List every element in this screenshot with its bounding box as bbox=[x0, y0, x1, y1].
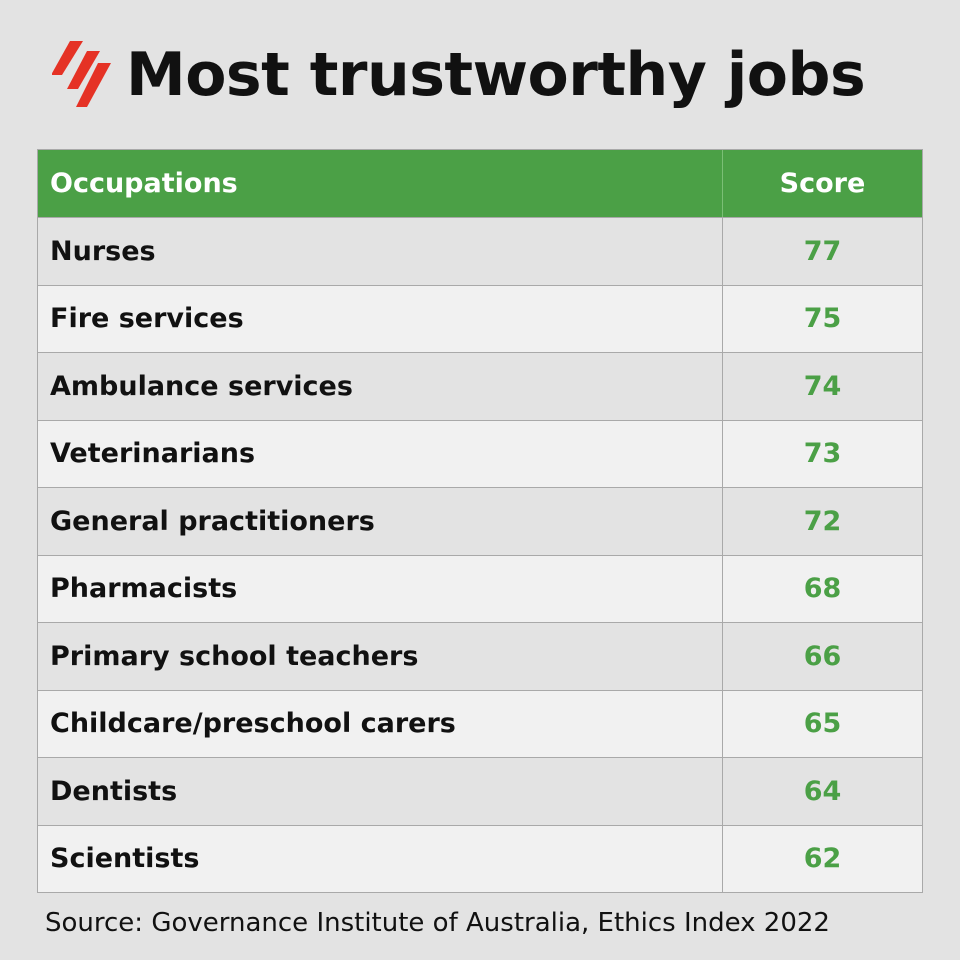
score-cell: 65 bbox=[803, 708, 842, 740]
table-row: Fire services 75 bbox=[38, 284, 922, 352]
score-cell: 64 bbox=[803, 775, 842, 807]
score-cell: 66 bbox=[803, 640, 842, 672]
occupation-cell: Fire services bbox=[38, 285, 723, 352]
occupation-cell: Nurses bbox=[38, 218, 723, 285]
occupation-cell: Dentists bbox=[38, 758, 723, 825]
score-cell: 75 bbox=[803, 303, 842, 335]
table-row: Nurses 77 bbox=[38, 217, 922, 285]
trust-table: Occupations Score Nurses 77 Fire services 7… bbox=[37, 149, 923, 893]
score-cell: 68 bbox=[803, 573, 842, 605]
occupation-cell: Pharmacists bbox=[38, 555, 723, 622]
score-cell: 77 bbox=[803, 235, 842, 267]
header-occupations: Occupations bbox=[38, 150, 723, 217]
source-note: Source: Governance Institute of Australi… bbox=[45, 908, 830, 938]
score-cell: 73 bbox=[803, 438, 842, 470]
header: Most trustworthy jobs bbox=[52, 30, 866, 120]
table-row: Veterinarians 73 bbox=[38, 419, 922, 487]
score-cell: 62 bbox=[803, 843, 842, 875]
occupation-cell: General practitioners bbox=[38, 488, 723, 555]
table-body: Nurses 77 Fire services 75 Ambulance service… bbox=[38, 217, 922, 892]
occupation-cell: Ambulance services bbox=[38, 353, 723, 420]
table-row: Primary school teachers 66 bbox=[38, 622, 922, 690]
occupation-cell: Primary school teachers bbox=[38, 623, 723, 690]
score-cell: 72 bbox=[803, 505, 842, 537]
table-row: Ambulance services 74 bbox=[38, 352, 922, 420]
occupation-cell: Scientists bbox=[38, 825, 723, 892]
header-score: Score bbox=[779, 168, 866, 199]
occupation-cell: Veterinarians bbox=[38, 420, 723, 487]
score-cell: 74 bbox=[803, 370, 842, 402]
occupation-cell: Childcare/preschool carers bbox=[38, 690, 723, 757]
table-row: General practitioners 72 bbox=[38, 487, 922, 555]
table-row: Pharmacists 68 bbox=[38, 554, 922, 622]
table-header: Occupations Score bbox=[38, 150, 922, 217]
page-title: Most trustworthy jobs bbox=[126, 40, 866, 110]
table-row: Dentists 64 bbox=[38, 757, 922, 825]
table-row: Childcare/preschool carers 65 bbox=[38, 689, 922, 757]
sbs-logo-icon bbox=[52, 41, 111, 107]
table-row: Scientists 62 bbox=[38, 824, 922, 892]
